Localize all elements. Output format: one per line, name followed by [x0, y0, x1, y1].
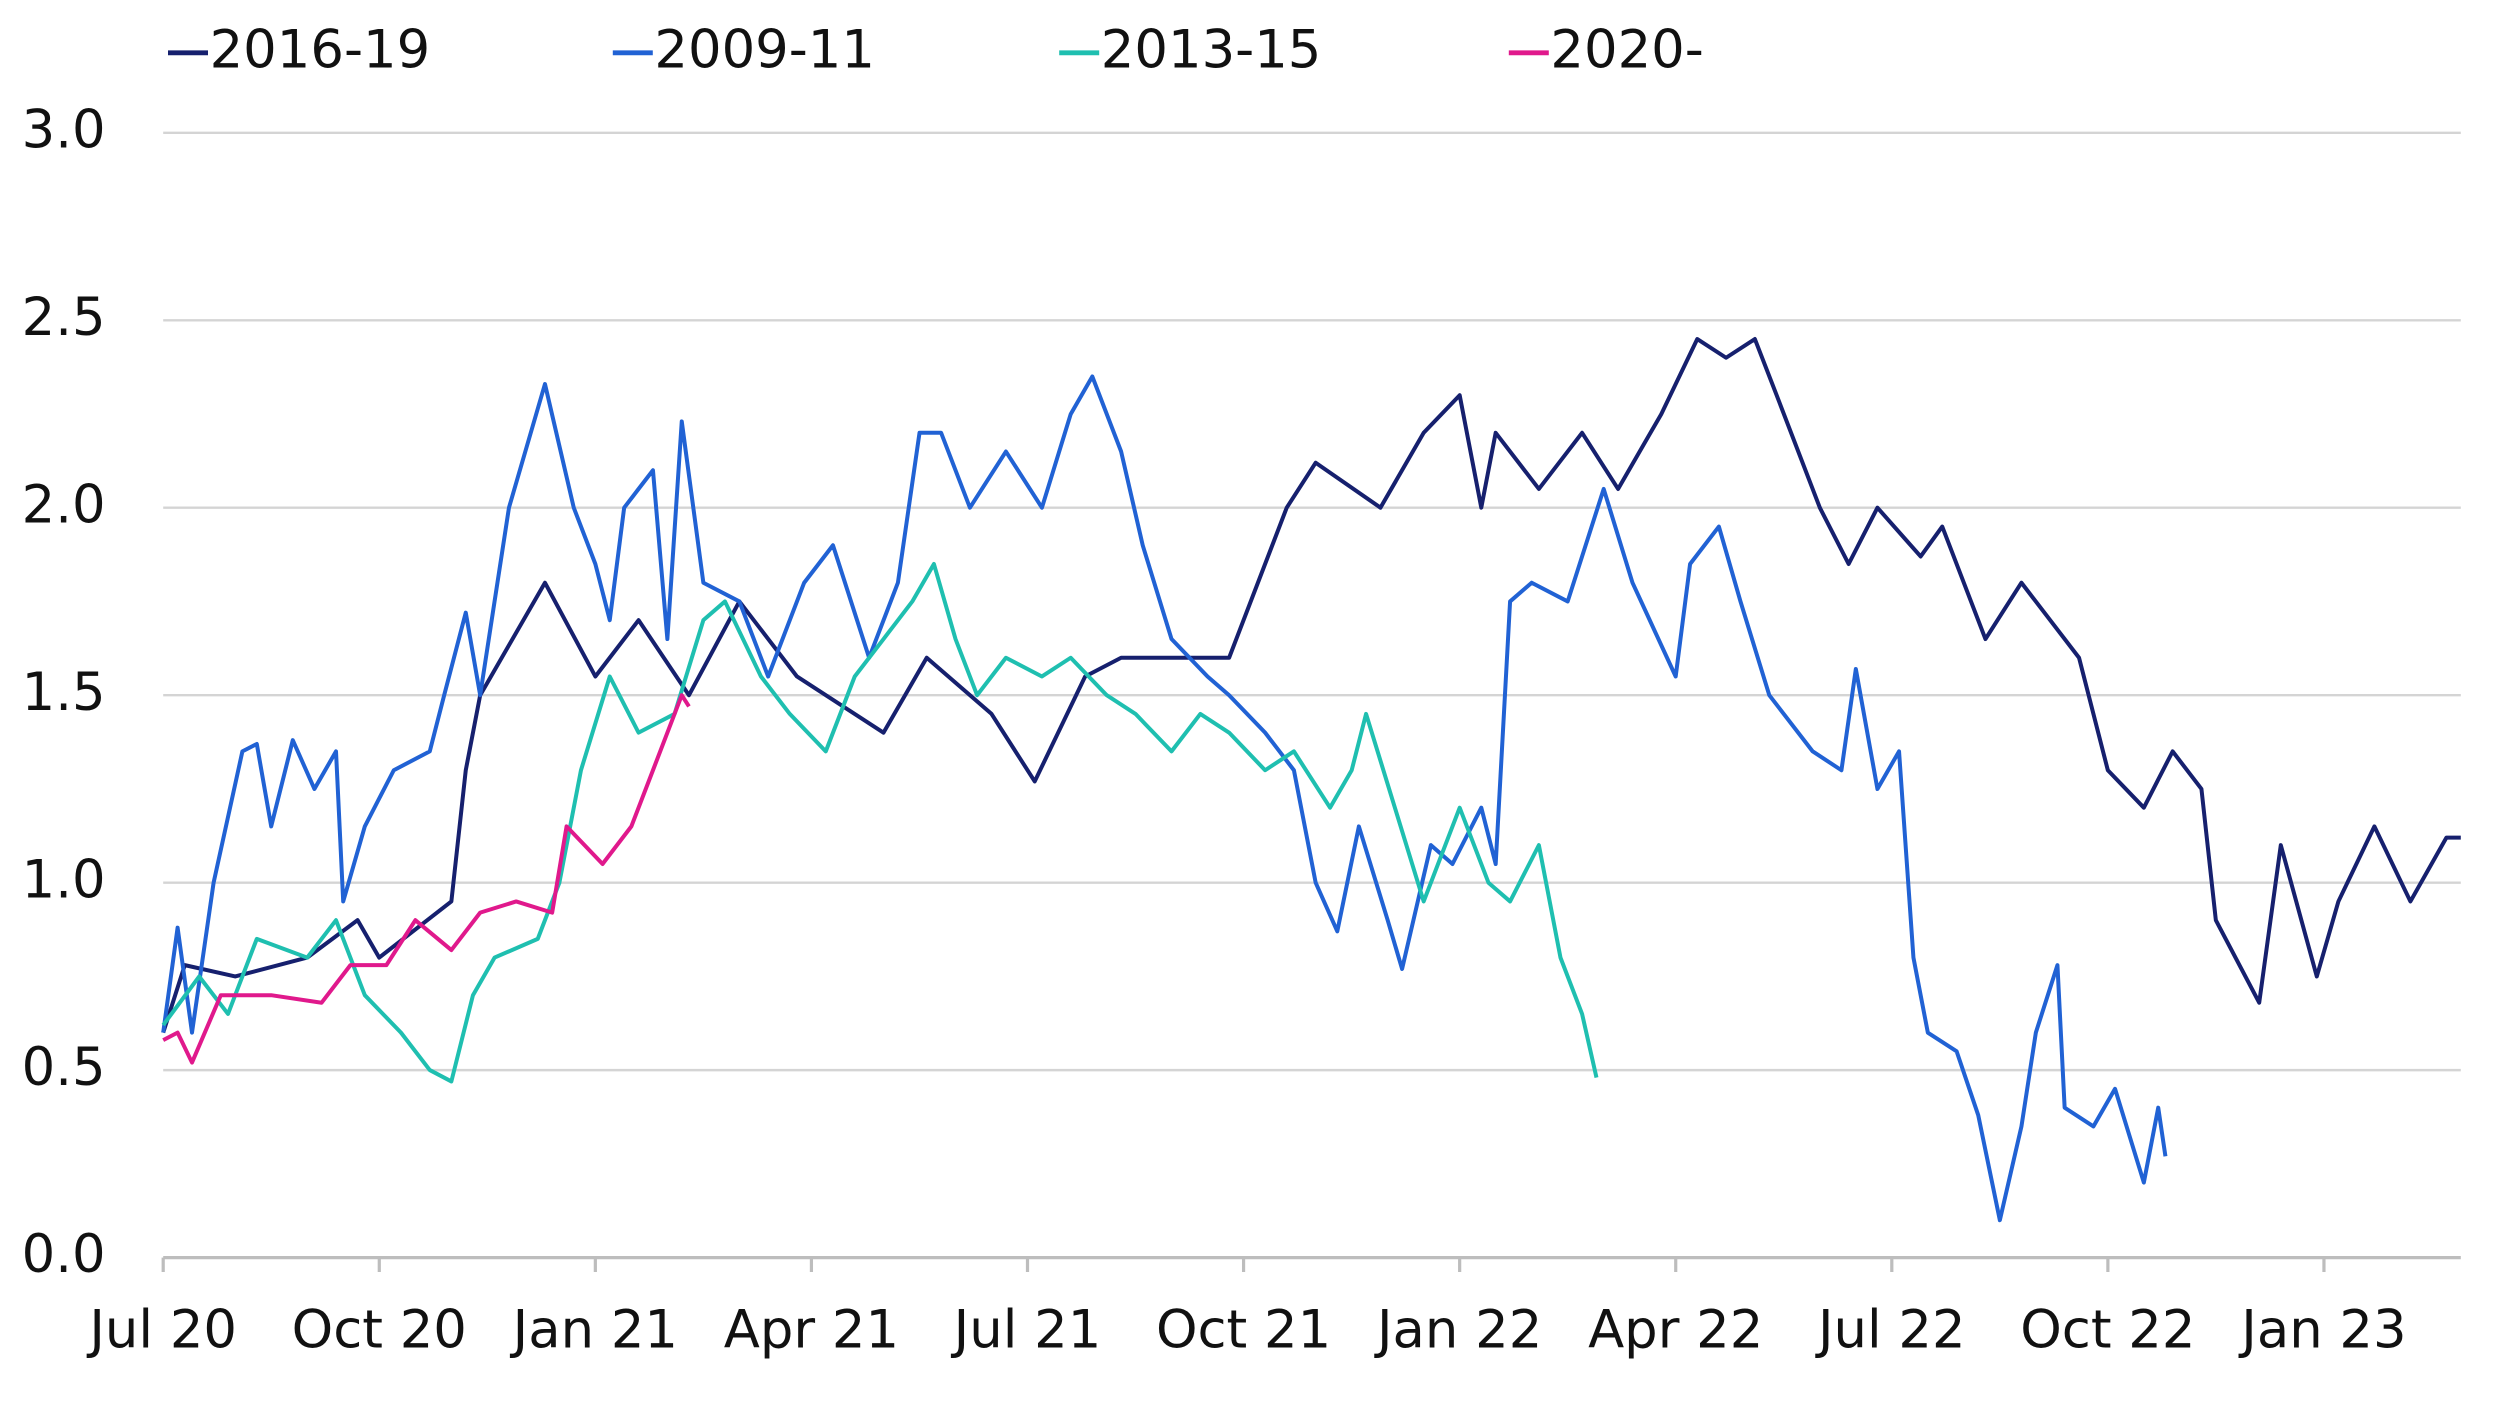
x-tick-label: Apr 21 — [724, 1299, 899, 1360]
x-tick-label: Jan 22 — [1374, 1299, 1542, 1360]
x-tick-label: Oct 21 — [1156, 1299, 1331, 1360]
y-tick-label: 3.0 — [22, 99, 106, 160]
x-tick-label: Jan 21 — [510, 1299, 678, 1360]
x-tick-label: Jul 22 — [1815, 1299, 1966, 1360]
legend-label: 2009-11 — [654, 19, 875, 80]
y-tick-label: 2.5 — [22, 287, 106, 348]
x-tick-label: Oct 20 — [292, 1299, 467, 1360]
series-line — [162, 693, 691, 1065]
y-tick-label: 1.5 — [22, 662, 106, 723]
x-tick-label: Jul 20 — [86, 1299, 237, 1360]
x-tick-label: Apr 22 — [1588, 1299, 1763, 1360]
x-tick-label: Jan 23 — [2238, 1299, 2406, 1360]
y-tick-label: 1.0 — [22, 849, 106, 910]
y-tick-label: 2.0 — [22, 474, 106, 535]
y-tick-label: 0.0 — [22, 1224, 106, 1285]
series-line — [161, 337, 2461, 1034]
x-tick-label: Jul 21 — [951, 1299, 1102, 1360]
legend-label: 2013-15 — [1101, 19, 1322, 80]
x-tick-label: Oct 22 — [2020, 1299, 2195, 1360]
legend-label: 2020- — [1550, 19, 1703, 80]
series-line — [161, 562, 1599, 1084]
legend-label: 2016-19 — [210, 19, 431, 80]
y-tick-label: 0.5 — [22, 1037, 106, 1098]
series-line — [161, 374, 2168, 1223]
